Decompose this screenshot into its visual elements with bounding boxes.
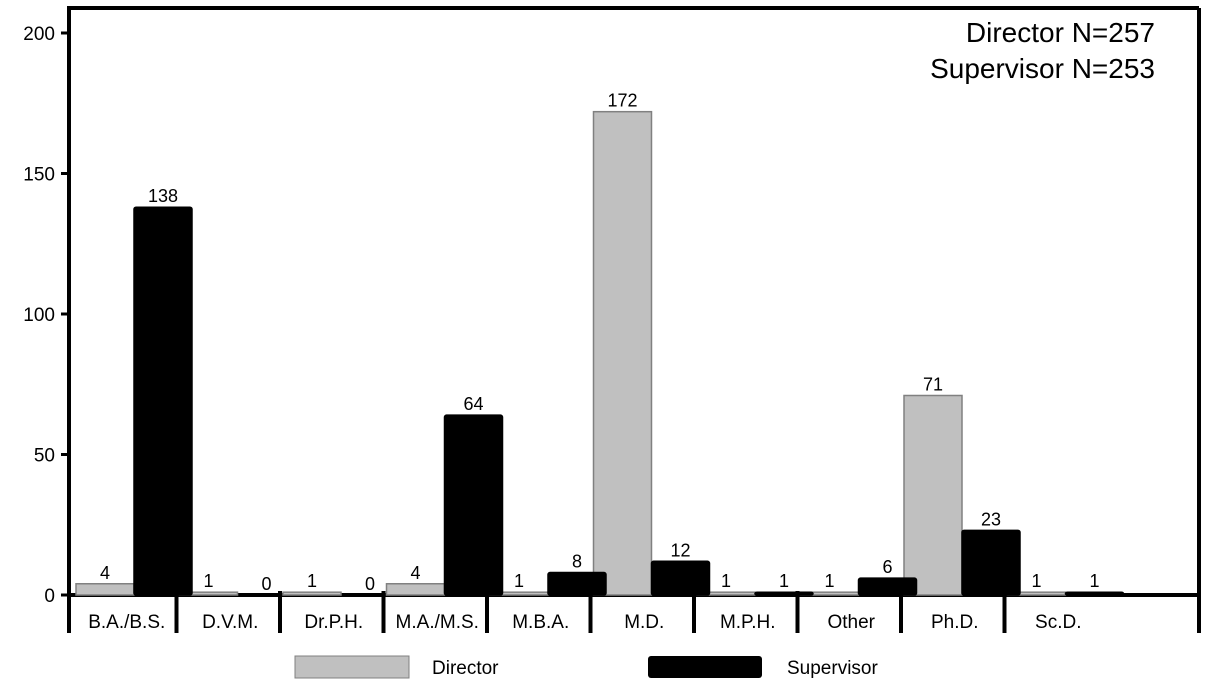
x-tick-label: M.P.H. — [720, 612, 776, 633]
director-bar — [282, 591, 342, 596]
legend: Director Supervisor — [294, 655, 878, 679]
y-tick-label: 100 — [23, 305, 55, 326]
supervisor-data-label: 12 — [670, 540, 690, 560]
x-tick-label: B.A./B.S. — [88, 612, 165, 633]
supervisor-bar — [857, 577, 918, 596]
director-data-label: 4 — [410, 563, 420, 583]
x-tick-label: Other — [827, 612, 875, 633]
annotation-director-n: Director N=257 — [966, 17, 1155, 48]
supervisor-data-label: 0 — [261, 574, 271, 594]
supervisor-bar — [961, 529, 1021, 596]
supervisor-data-label: 6 — [882, 557, 892, 577]
supervisor-data-label: 138 — [148, 186, 178, 206]
director-bar — [385, 583, 446, 596]
annotation-supervisor-n: Supervisor N=253 — [930, 53, 1155, 84]
y-tick-label: 150 — [23, 165, 55, 186]
x-tick-label: Dr.P.H. — [304, 612, 363, 633]
supervisor-data-label: 1 — [779, 571, 789, 591]
bars — [75, 110, 1125, 596]
supervisor-bar — [754, 591, 814, 596]
y-tick-label: 0 — [44, 586, 55, 607]
director-data-label: 71 — [923, 374, 943, 394]
legend-label-director: Director — [432, 658, 499, 679]
supervisor-data-label: 0 — [365, 574, 375, 594]
x-tick-label: D.V.M. — [202, 612, 258, 633]
director-data-label: 1 — [514, 571, 524, 591]
director-bar — [903, 394, 963, 596]
annotations: Director N=257 Supervisor N=253 — [930, 17, 1155, 84]
supervisor-bar — [443, 414, 504, 596]
director-data-label: 1 — [307, 571, 317, 591]
x-tick-label: Ph.D. — [931, 612, 979, 633]
supervisor-bar — [547, 571, 607, 596]
x-tick-label: Sc.D. — [1035, 612, 1081, 633]
director-data-label: 1 — [824, 571, 834, 591]
legend-label-supervisor: Supervisor — [787, 658, 878, 679]
supervisor-data-label: 23 — [981, 509, 1001, 529]
x-tick-label: M.A./M.S. — [396, 612, 479, 633]
x-tick-label: M.B.A. — [512, 612, 569, 633]
x-tick-label: M.D. — [624, 612, 664, 633]
director-data-label: 172 — [607, 91, 637, 111]
supervisor-data-label: 64 — [463, 394, 483, 414]
y-tick-label: 200 — [23, 24, 55, 45]
director-data-label: 1 — [721, 571, 731, 591]
legend-swatch-director — [294, 655, 410, 679]
y-tick-label: 50 — [34, 446, 55, 467]
supervisor-bar — [1064, 591, 1125, 596]
director-bar — [592, 110, 653, 596]
legend-swatch-supervisor — [648, 656, 762, 678]
director-data-label: 4 — [100, 563, 110, 583]
supervisor-bar — [133, 206, 193, 596]
supervisor-data-label: 1 — [1089, 571, 1099, 591]
supervisor-data-label: 8 — [572, 552, 582, 572]
director-bar — [75, 583, 135, 596]
director-data-label: 1 — [203, 571, 213, 591]
supervisor-bar — [650, 560, 711, 596]
director-data-label: 1 — [1031, 571, 1041, 591]
